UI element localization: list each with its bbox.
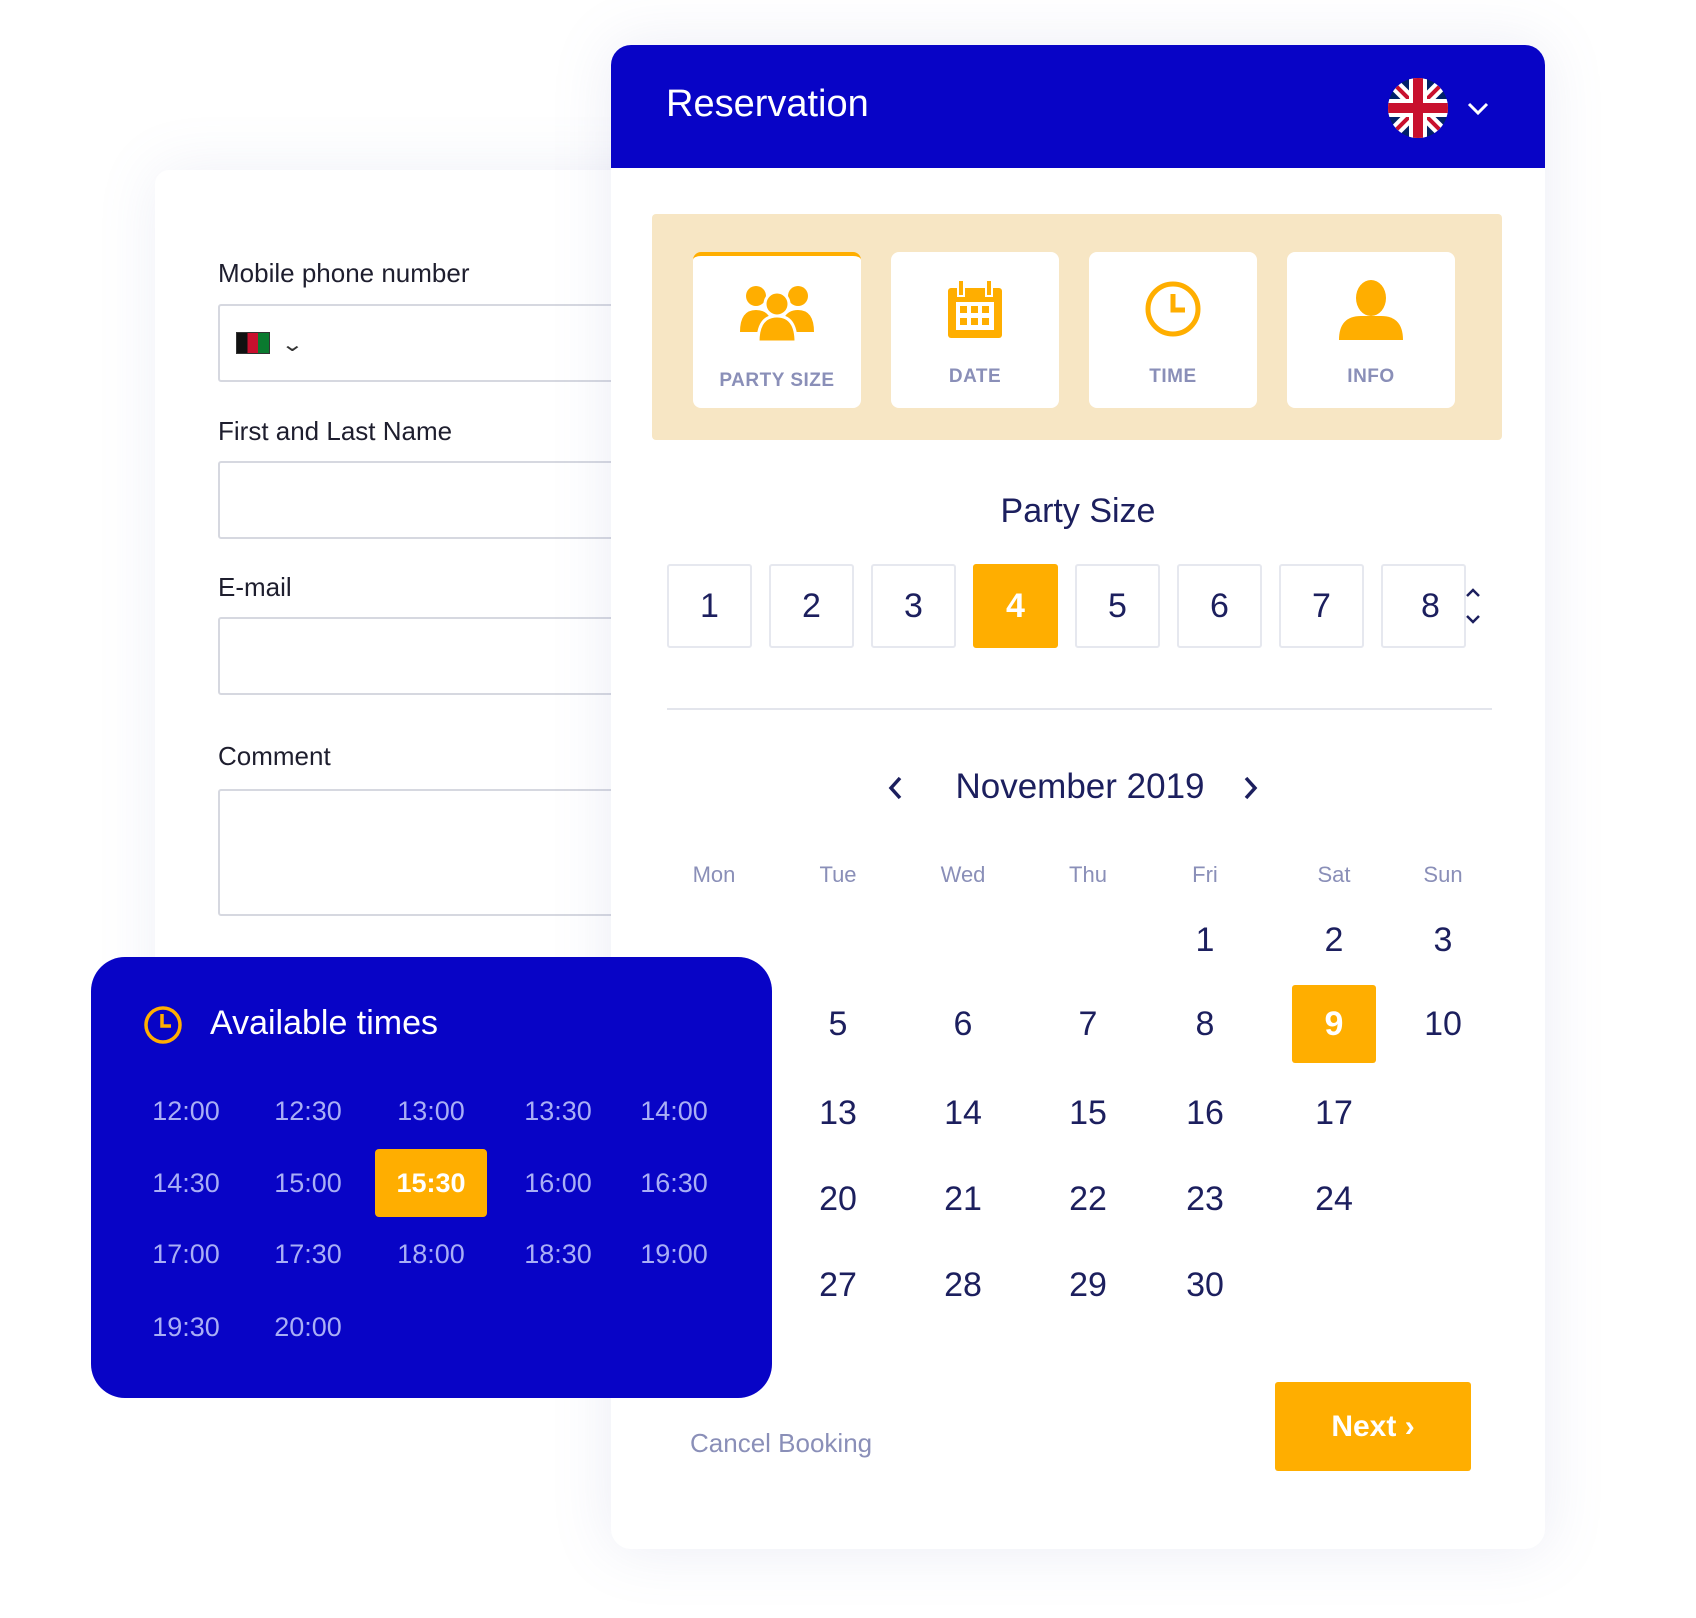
step-info[interactable]: INFO [1287, 252, 1455, 408]
calendar-day[interactable]: 14 [944, 1094, 982, 1132]
party-size-option[interactable]: 5 [1075, 564, 1160, 648]
step-label: INFO [1347, 366, 1395, 387]
calendar-icon [948, 280, 1002, 338]
calendar-day[interactable]: 21 [944, 1180, 982, 1218]
time-slot[interactable]: 12:00 [152, 1096, 220, 1126]
party-icon [740, 286, 814, 342]
step-label: TIME [1149, 366, 1197, 387]
clock-icon [144, 1006, 182, 1044]
name-label: First and Last Name [218, 416, 453, 446]
next-month-icon[interactable] [1240, 774, 1260, 802]
weekday-label: Wed [940, 862, 986, 887]
calendar-day[interactable]: 3 [1433, 921, 1453, 959]
calendar-day[interactable]: 5 [828, 1005, 848, 1043]
time-slot[interactable]: 19:30 [152, 1312, 220, 1342]
calendar-day[interactable]: 6 [953, 1005, 973, 1043]
weekday-label: Thu [1069, 862, 1107, 887]
party-size-option[interactable]: 1 [667, 564, 752, 648]
calendar-day[interactable]: 29 [1069, 1266, 1107, 1304]
calendar-day[interactable]: 9 [1292, 985, 1376, 1063]
calendar-day[interactable]: 7 [1078, 1005, 1098, 1043]
divider [667, 708, 1492, 710]
calendar-day[interactable]: 28 [944, 1266, 982, 1304]
next-button[interactable]: Next › [1275, 1382, 1471, 1471]
time-slot[interactable]: 19:00 [640, 1239, 708, 1269]
calendar-day[interactable]: 20 [819, 1180, 857, 1218]
calendar-day[interactable]: 1 [1195, 921, 1215, 959]
stepper-arrows-icon[interactable] [1463, 584, 1483, 628]
comment-label: Comment [218, 741, 331, 771]
weekday-label: Tue [819, 862, 857, 887]
time-slot[interactable]: 20:00 [274, 1312, 342, 1342]
step-party-size[interactable]: PARTY SIZE [693, 252, 861, 408]
afghanistan-flag-icon [236, 332, 270, 354]
time-slot[interactable]: 15:30 [375, 1149, 487, 1217]
email-label: E-mail [218, 572, 292, 602]
calendar-day[interactable]: 10 [1424, 1005, 1462, 1043]
party-size-option[interactable]: 4 [973, 564, 1058, 648]
party-size-option[interactable]: 6 [1177, 564, 1262, 648]
time-slot[interactable]: 18:00 [397, 1239, 465, 1269]
time-slot[interactable]: 14:30 [152, 1168, 220, 1198]
calendar-day[interactable]: 13 [819, 1094, 857, 1132]
prev-month-icon[interactable] [886, 774, 906, 802]
time-slot[interactable]: 15:00 [274, 1168, 342, 1198]
party-size-option[interactable]: 7 [1279, 564, 1364, 648]
calendar-day[interactable]: 23 [1186, 1180, 1224, 1218]
time-slot[interactable]: 17:30 [274, 1239, 342, 1269]
available-times-title: Available times [210, 1004, 439, 1042]
calendar-day[interactable]: 30 [1186, 1266, 1224, 1304]
weekday-label: Sat [1317, 862, 1351, 887]
party-size-option[interactable]: 2 [769, 564, 854, 648]
user-icon [1339, 280, 1403, 340]
page-title: Reservation [666, 83, 869, 125]
chevron-down-icon[interactable] [1466, 101, 1490, 117]
step-label: DATE [948, 366, 1002, 387]
calendar-day[interactable]: 22 [1069, 1180, 1107, 1218]
time-slot[interactable]: 12:30 [274, 1096, 342, 1126]
clock-icon [1145, 281, 1201, 337]
step-date[interactable]: DATE [891, 252, 1059, 408]
uk-flag-icon[interactable] [1388, 78, 1448, 138]
chevron-right-icon: › [1404, 1410, 1415, 1443]
time-slot[interactable]: 17:00 [152, 1239, 220, 1269]
calendar-day[interactable]: 8 [1195, 1005, 1215, 1043]
booking-steps: PARTY SIZE DATE TIME INFO [652, 214, 1502, 440]
reservation-header: Reservation [611, 45, 1545, 168]
party-size-title: Party Size [1000, 492, 1156, 530]
chevron-down-icon[interactable]: ⌄ [280, 334, 305, 356]
weekday-label: Sun [1423, 862, 1463, 887]
calendar-day[interactable]: 27 [819, 1266, 857, 1304]
party-size-option[interactable]: 8 [1381, 564, 1466, 648]
cancel-booking-link[interactable]: Cancel Booking [690, 1428, 873, 1458]
calendar-day[interactable]: 16 [1186, 1094, 1224, 1132]
time-slot[interactable]: 13:00 [397, 1096, 465, 1126]
time-slot[interactable]: 18:30 [524, 1239, 592, 1269]
calendar-day[interactable]: 17 [1315, 1094, 1353, 1132]
step-label: PARTY SIZE [719, 370, 835, 391]
party-size-option[interactable]: 3 [871, 564, 956, 648]
phone-label: Mobile phone number [218, 258, 470, 288]
calendar-day[interactable]: 2 [1324, 921, 1344, 959]
weekday-label: Fri [1192, 862, 1218, 887]
weekday-label: Mon [692, 862, 736, 887]
step-time[interactable]: TIME [1089, 252, 1257, 408]
time-slot[interactable]: 14:00 [640, 1096, 708, 1126]
calendar-day[interactable]: 15 [1069, 1094, 1107, 1132]
time-slot[interactable]: 16:00 [524, 1168, 592, 1198]
available-times-panel: Available times 12:00 12:30 13:00 13:30 14:0… [91, 957, 772, 1398]
time-slot[interactable]: 16:30 [640, 1168, 708, 1198]
month-label: November 2019 [955, 767, 1205, 806]
time-slot[interactable]: 13:30 [524, 1096, 592, 1126]
next-label: Next [1331, 1410, 1397, 1443]
calendar-day[interactable]: 24 [1315, 1180, 1353, 1218]
